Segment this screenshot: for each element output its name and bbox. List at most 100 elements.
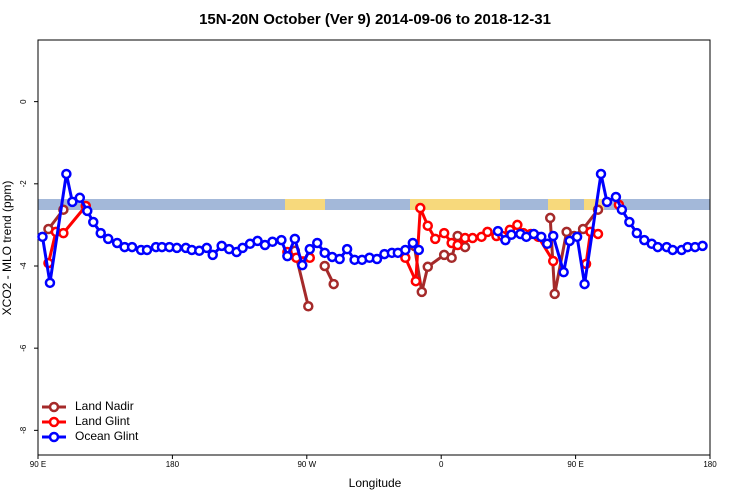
data-point — [102, 233, 114, 245]
data-point — [536, 231, 547, 243]
data-point — [297, 259, 308, 271]
x-tick-label: 180 — [703, 460, 717, 469]
y-tick-label: 0 — [19, 99, 28, 104]
data-point — [631, 227, 643, 239]
data-point — [616, 204, 628, 215]
data-point — [237, 242, 248, 254]
land-strip — [285, 199, 325, 210]
data-point — [328, 278, 339, 290]
data-point — [82, 205, 93, 217]
data-point — [429, 233, 441, 245]
plot-frame — [37, 39, 711, 456]
data-point — [95, 227, 106, 239]
data-point — [561, 226, 572, 238]
data-point — [282, 250, 293, 262]
data-point — [252, 235, 263, 247]
data-point — [592, 228, 604, 240]
data-point — [371, 253, 383, 265]
data-point — [44, 277, 56, 289]
data-point — [126, 241, 138, 253]
data-point — [446, 252, 457, 264]
legend-label: Land Nadir — [75, 399, 134, 413]
data-point — [438, 227, 450, 239]
data-point — [289, 233, 301, 245]
x-tick-label: 90 E — [30, 460, 46, 469]
land-strip — [584, 199, 604, 210]
data-point — [512, 219, 523, 231]
x-tick-label: 90 W — [297, 460, 316, 469]
land-strip — [410, 199, 500, 210]
data-point — [407, 237, 419, 249]
data-point — [303, 301, 314, 312]
data-point — [541, 238, 553, 250]
y-tick-label: -2 — [19, 180, 28, 188]
ocean-strip — [38, 199, 710, 210]
y-axis-label: XCO2 - MLO trend (ppm) — [0, 181, 14, 316]
x-tick-label: 180 — [166, 460, 180, 469]
data-point — [58, 227, 69, 239]
data-point — [207, 249, 218, 261]
data-point — [88, 216, 99, 228]
y-tick-label: -8 — [19, 426, 28, 434]
data-point — [547, 230, 559, 242]
series-line — [47, 208, 600, 307]
data-point — [312, 237, 323, 249]
y-tick-label: -6 — [19, 344, 28, 352]
data-point — [547, 255, 559, 267]
data-point — [67, 196, 78, 208]
data-point — [141, 244, 153, 256]
data-point — [422, 261, 434, 273]
data-point — [482, 226, 493, 238]
data-point — [506, 229, 517, 241]
data-point — [319, 247, 330, 259]
data-point — [319, 260, 330, 272]
data-point — [544, 212, 556, 224]
data-point — [276, 234, 287, 246]
data-point — [416, 286, 428, 298]
map-strip — [38, 199, 710, 210]
data-point — [410, 275, 422, 287]
data-point — [74, 192, 86, 204]
data-point — [667, 244, 678, 256]
legend-marker — [48, 401, 60, 413]
legend-label: Land Glint — [75, 414, 130, 428]
data-point — [415, 202, 426, 214]
data-point — [558, 266, 569, 278]
data-point — [334, 253, 345, 265]
legend-label: Ocean Glint — [75, 429, 139, 443]
data-point — [422, 220, 434, 231]
data-point — [624, 216, 635, 228]
land-strip — [548, 199, 570, 210]
data-point — [267, 236, 278, 247]
data-point — [413, 244, 425, 256]
data-point — [341, 243, 353, 255]
data-point — [452, 239, 463, 251]
data-point — [61, 168, 72, 180]
x-tick-label: 0 — [439, 460, 444, 469]
data-point — [549, 288, 560, 300]
data-point — [610, 191, 622, 203]
data-point — [601, 196, 613, 208]
chart-title: 15N-20N October (Ver 9) 2014-09-06 to 20… — [199, 11, 551, 28]
data-point — [595, 168, 607, 180]
data-point — [579, 278, 590, 290]
data-point — [571, 231, 583, 243]
data-point — [171, 242, 183, 254]
data-point — [201, 242, 212, 254]
data-point — [400, 244, 411, 256]
legend-marker — [48, 416, 60, 428]
data-point — [492, 225, 504, 237]
data-point — [37, 231, 48, 243]
legend-marker — [48, 431, 60, 443]
data-point — [467, 232, 478, 244]
x-axis-label: Longitude — [349, 476, 402, 490]
x-tick-label: 90 E — [567, 460, 583, 469]
data-point — [111, 237, 123, 249]
data-point — [652, 241, 663, 253]
data-point — [304, 243, 316, 255]
y-tick-label: -4 — [19, 262, 28, 270]
series-line — [40, 173, 703, 285]
data-point — [697, 240, 708, 252]
data-point — [564, 235, 575, 247]
